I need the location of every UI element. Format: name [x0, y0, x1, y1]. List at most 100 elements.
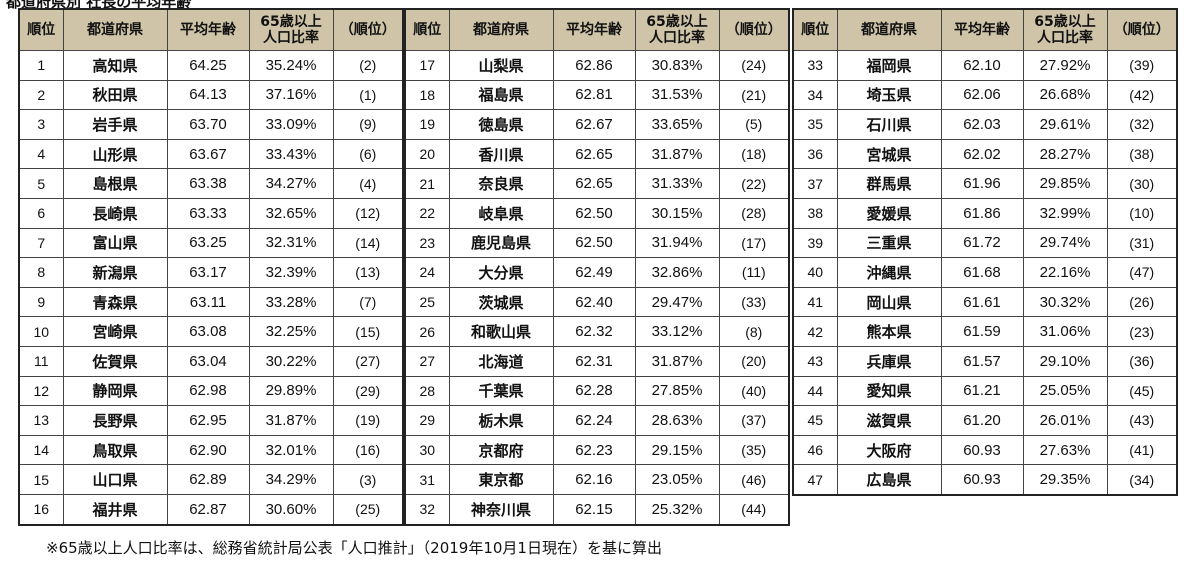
prefecture-cell: 奈良県: [448, 168, 554, 199]
prefecture-cell: 宮城県: [836, 138, 942, 170]
elderly-ratio-header: 65歳以上 人口比率: [248, 8, 334, 51]
avg-age-header: 平均年齢: [552, 8, 636, 51]
prefecture-cell: 埼玉県: [836, 79, 942, 111]
avg-age-cell: 62.98: [166, 375, 250, 407]
ratio-rank-cell: (35): [718, 434, 790, 466]
ratio-rank-cell: (9): [332, 109, 404, 140]
prefecture-cell: 茨城県: [448, 286, 554, 318]
elderly-ratio-header-line1: 65歳以上: [1034, 14, 1096, 30]
table-row: 17 山梨県 62.86 30.83% (24): [404, 50, 790, 81]
table-row: 43 兵庫県 61.57 29.10% (36): [792, 345, 1178, 377]
rank-cell: 8: [18, 257, 64, 288]
prefecture-cell: 山口県: [62, 464, 168, 495]
ratio-rank-cell: (26): [1106, 286, 1178, 318]
elderly-ratio-cell: 30.15%: [634, 197, 720, 229]
elderly-ratio-cell: 29.74%: [1022, 227, 1108, 259]
table-row: 13 長野県 62.95 31.87% (19): [18, 405, 404, 436]
rank-header: 順位: [18, 8, 64, 51]
avg-age-cell: 62.81: [552, 79, 636, 111]
elderly-ratio-cell: 33.28%: [248, 286, 334, 318]
table-row: 16 福井県 62.87 30.60% (25): [18, 493, 404, 526]
avg-age-cell: 62.28: [552, 375, 636, 407]
ratio-rank-cell: (46): [718, 464, 790, 495]
avg-age-cell: 64.13: [166, 79, 250, 111]
ratio-rank-cell: (31): [1106, 227, 1178, 259]
prefecture-cell: 富山県: [62, 227, 168, 259]
elderly-ratio-cell: 33.43%: [248, 138, 334, 170]
ratio-rank-cell: (27): [332, 345, 404, 377]
table-row: 47 広島県 60.93 29.35% (34): [792, 464, 1178, 496]
avg-age-cell: 62.02: [940, 138, 1024, 170]
elderly-ratio-cell: 29.47%: [634, 286, 720, 318]
rank-cell: 20: [404, 138, 450, 170]
table-row: 14 鳥取県 62.90 32.01% (16): [18, 434, 404, 466]
table-row: 6 長崎県 63.33 32.65% (12): [18, 197, 404, 229]
table-row: 3 岩手県 63.70 33.09% (9): [18, 109, 404, 140]
avg-age-cell: 62.89: [166, 464, 250, 495]
ranking-table-2: 順位 都道府県 平均年齢 65歳以上 人口比率 （順位） 17 山梨県 62.86 30…: [404, 8, 790, 526]
prefecture-cell: 岡山県: [836, 286, 942, 318]
prefecture-cell: 沖縄県: [836, 257, 942, 288]
rank-cell: 21: [404, 168, 450, 199]
ratio-rank-cell: (15): [332, 316, 404, 347]
elderly-ratio-header: 65歳以上 人口比率: [634, 8, 720, 51]
elderly-ratio-cell: 29.10%: [1022, 345, 1108, 377]
avg-age-cell: 61.20: [940, 405, 1024, 436]
prefecture-cell: 香川県: [448, 138, 554, 170]
prefecture-cell: 京都府: [448, 434, 554, 466]
elderly-ratio-cell: 27.63%: [1022, 434, 1108, 466]
avg-age-cell: 62.50: [552, 197, 636, 229]
table-row: 11 佐賀県 63.04 30.22% (27): [18, 345, 404, 377]
table-row: 28 千葉県 62.28 27.85% (40): [404, 375, 790, 407]
table-row: 2 秋田県 64.13 37.16% (1): [18, 79, 404, 111]
rank-cell: 32: [404, 493, 450, 526]
rank-cell: 27: [404, 345, 450, 377]
ratio-rank-cell: (33): [718, 286, 790, 318]
rank-cell: 14: [18, 434, 64, 466]
avg-age-cell: 62.65: [552, 168, 636, 199]
avg-age-cell: 64.25: [166, 50, 250, 81]
elderly-ratio-cell: 32.39%: [248, 257, 334, 288]
avg-age-cell: 62.95: [166, 405, 250, 436]
avg-age-cell: 61.96: [940, 168, 1024, 199]
table-row: 42 熊本県 61.59 31.06% (23): [792, 316, 1178, 347]
prefecture-cell: 三重県: [836, 227, 942, 259]
ratio-rank-cell: (22): [718, 168, 790, 199]
prefecture-cell: 岩手県: [62, 109, 168, 140]
rank-cell: 18: [404, 79, 450, 111]
table-row: 45 滋賀県 61.20 26.01% (43): [792, 405, 1178, 436]
avg-age-cell: 62.03: [940, 109, 1024, 140]
elderly-ratio-cell: 27.92%: [1022, 50, 1108, 81]
prefecture-cell: 鳥取県: [62, 434, 168, 466]
prefecture-header: 都道府県: [62, 8, 168, 51]
table-row: 5 島根県 63.38 34.27% (4): [18, 168, 404, 199]
ratio-rank-cell: (28): [718, 197, 790, 229]
avg-age-cell: 61.86: [940, 197, 1024, 229]
ratio-rank-header: （順位）: [718, 8, 790, 51]
elderly-ratio-cell: 32.25%: [248, 316, 334, 347]
ratio-rank-cell: (39): [1106, 50, 1178, 81]
table-row: 9 青森県 63.11 33.28% (7): [18, 286, 404, 318]
table-row: 8 新潟県 63.17 32.39% (13): [18, 257, 404, 288]
ratio-rank-cell: (8): [718, 316, 790, 347]
table-row: 20 香川県 62.65 31.87% (18): [404, 138, 790, 170]
table-row: 15 山口県 62.89 34.29% (3): [18, 464, 404, 495]
table-row: 21 奈良県 62.65 31.33% (22): [404, 168, 790, 199]
avg-age-cell: 62.86: [552, 50, 636, 81]
elderly-ratio-cell: 31.87%: [634, 345, 720, 377]
avg-age-cell: 61.72: [940, 227, 1024, 259]
ratio-rank-cell: (21): [718, 79, 790, 111]
ratio-rank-cell: (47): [1106, 257, 1178, 288]
elderly-ratio-cell: 30.32%: [1022, 286, 1108, 318]
rank-cell: 22: [404, 197, 450, 229]
avg-age-cell: 62.40: [552, 286, 636, 318]
rank-cell: 30: [404, 434, 450, 466]
table-row: 33 福岡県 62.10 27.92% (39): [792, 50, 1178, 81]
prefecture-cell: 広島県: [836, 464, 942, 496]
elderly-ratio-cell: 30.22%: [248, 345, 334, 377]
prefecture-cell: 栃木県: [448, 405, 554, 436]
table-row: 25 茨城県 62.40 29.47% (33): [404, 286, 790, 318]
rank-cell: 35: [792, 109, 838, 140]
ratio-rank-header: （順位）: [332, 8, 404, 51]
table-row: 19 徳島県 62.67 33.65% (5): [404, 109, 790, 140]
